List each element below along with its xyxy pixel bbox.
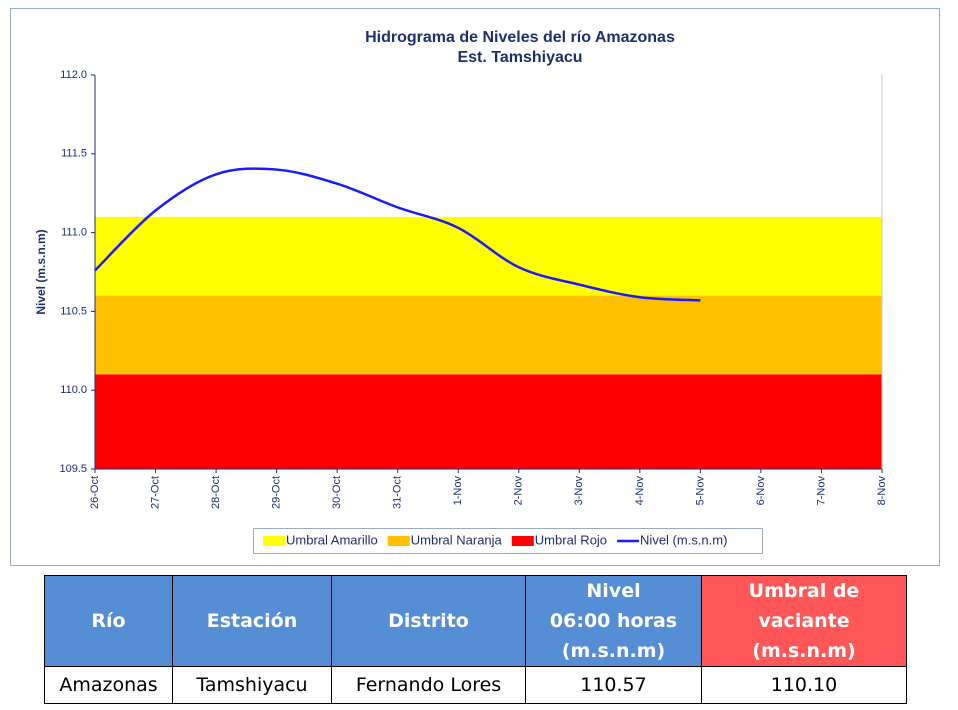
- chart-title: Hidrograma de Niveles del río Amazonas: [365, 29, 675, 46]
- legend-swatch: [511, 536, 534, 546]
- x-tick-label: 6-Nov: [755, 476, 767, 506]
- y-tick-label: 112.0: [60, 69, 87, 81]
- plot-area: 109.5 110.0 110.5 111.0 111.5 112.0 26-Oct 27-O…: [59, 69, 887, 509]
- header-cell: Estación: [172, 575, 332, 667]
- table-header: Río Estación Distrito Nivel 06:00 horas …: [44, 575, 907, 667]
- chart: Hidrograma de Niveles del río Amazonas E…: [10, 8, 940, 566]
- legend-label: Nivel (m.s.n.m): [640, 532, 727, 547]
- y-tick-label: 111.5: [61, 148, 87, 160]
- cell: 110.57: [525, 666, 702, 704]
- data-table: Río Estación Distrito Nivel 06:00 horas …: [44, 575, 907, 704]
- series-line: [94, 167, 701, 302]
- x-tick-label: 31-Oct: [392, 476, 404, 509]
- threshold-band: [95, 374, 882, 469]
- threshold-band: [95, 295, 882, 375]
- header-cell: Río: [44, 575, 173, 667]
- x-tick-label: 28-Oct: [210, 476, 222, 509]
- y-tick-label: 110.5: [60, 305, 87, 317]
- cell: Fernando Lores: [331, 666, 526, 704]
- cell: Tamshiyacu: [172, 666, 332, 704]
- header-cell: Distrito: [331, 575, 526, 667]
- y-tick-label: 110.0: [60, 384, 87, 396]
- header-cell: Nivel 06:00 horas (m.s.n.m): [525, 575, 702, 667]
- x-tick-label: 7-Nov: [815, 476, 827, 506]
- legend-label: Umbral Naranja: [411, 532, 503, 547]
- x-tick-label: 2-Nov: [513, 476, 525, 506]
- x-tick-label: 3-Nov: [573, 476, 585, 506]
- x-tick-label: 5-Nov: [694, 476, 706, 506]
- threshold-band: [95, 216, 882, 296]
- legend: Umbral Amarillo Umbral Naranja Umbral Rojo…: [253, 528, 763, 554]
- legend-label: Umbral Amarillo: [286, 532, 378, 547]
- x-tick-label: 27-Oct: [149, 476, 161, 509]
- x-tick-label: 4-Nov: [634, 476, 646, 506]
- legend-label: Umbral Rojo: [535, 532, 607, 547]
- legend-swatch: [387, 536, 410, 546]
- y-axis-label: Nivel (m.s.n.m): [34, 229, 48, 314]
- y-tick-label: 111.0: [61, 227, 87, 239]
- x-tick-label: 8-Nov: [876, 476, 888, 506]
- y-tick-label: 109.5: [59, 463, 87, 475]
- x-tick-label: 30-Oct: [331, 476, 343, 509]
- chart-subtitle: Est. Tamshiyacu: [457, 49, 582, 66]
- cell: Amazonas: [44, 666, 173, 704]
- x-tick-label: 1-Nov: [452, 476, 464, 506]
- x-tick-label: 26-Oct: [89, 476, 101, 509]
- header-cell: Umbral de vaciante (m.s.n.m): [701, 575, 907, 667]
- cell: 110.10: [701, 666, 907, 704]
- table-row: Amazonas Tamshiyacu Fernando Lores 110.5…: [44, 666, 907, 704]
- legend-frame: [253, 528, 763, 554]
- legend-swatch: [263, 536, 285, 546]
- x-tick-label: 29-Oct: [271, 476, 283, 509]
